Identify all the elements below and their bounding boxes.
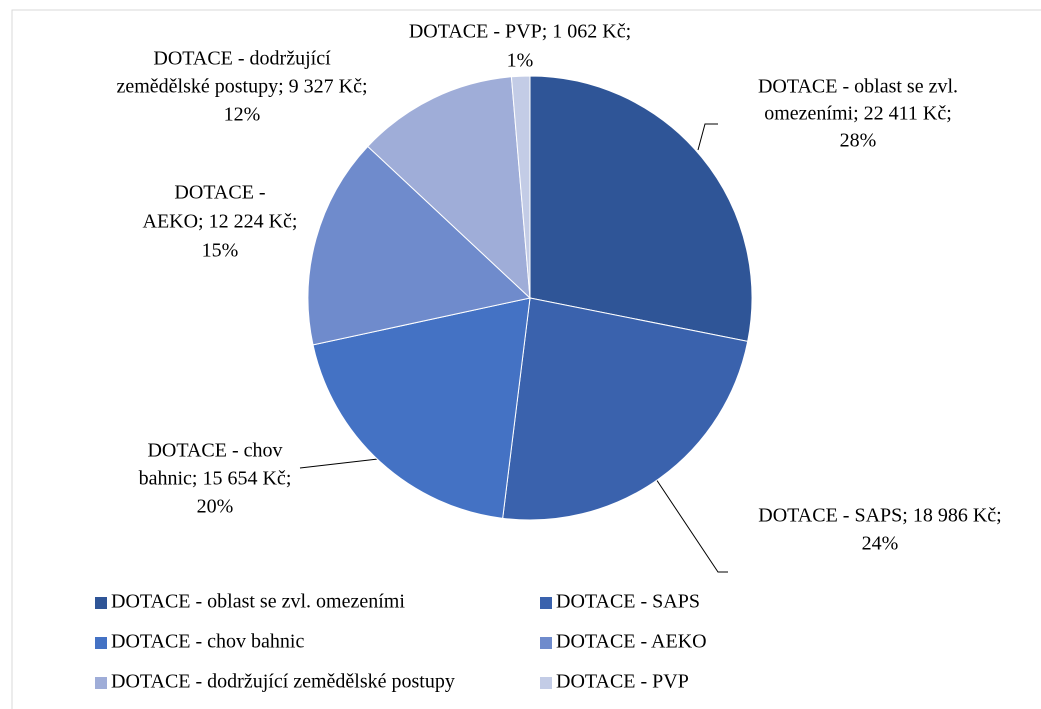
legend-swatch bbox=[95, 597, 107, 609]
legend-label: DOTACE - dodržující zemědělské postupy bbox=[111, 671, 455, 693]
data-label: 1% bbox=[507, 50, 534, 72]
chart-frame bbox=[11, 9, 1041, 709]
legend-label: DOTACE - PVP bbox=[556, 671, 689, 693]
data-label: 15% bbox=[202, 240, 239, 262]
data-label: 24% bbox=[862, 533, 899, 555]
pie-slice bbox=[529, 75, 753, 342]
data-label: DOTACE - dodržující bbox=[153, 48, 331, 70]
legend-label: DOTACE - oblast se zvl. omezeními bbox=[111, 591, 405, 613]
legend-swatch bbox=[95, 637, 107, 649]
pie-slice bbox=[367, 76, 531, 300]
data-label: zemědělské postupy; 9 327 Kč; bbox=[116, 76, 367, 98]
data-label: DOTACE - chov bbox=[147, 440, 282, 462]
leader-line bbox=[697, 123, 718, 151]
legend-label: DOTACE - AEKO bbox=[556, 631, 707, 653]
data-label: DOTACE - PVP; 1 062 Kč; bbox=[409, 21, 631, 43]
pie-slice bbox=[307, 145, 532, 346]
pie-slice bbox=[312, 297, 531, 519]
data-label: DOTACE - oblast se zvl. bbox=[758, 76, 958, 98]
pie-slice bbox=[502, 297, 749, 521]
data-label: 12% bbox=[224, 104, 261, 126]
legend-label: DOTACE - chov bahnic bbox=[111, 631, 304, 653]
legend-label: DOTACE - SAPS bbox=[556, 591, 700, 613]
leader-line bbox=[299, 458, 379, 469]
legend-swatch bbox=[540, 637, 552, 649]
data-label: 20% bbox=[197, 496, 234, 518]
data-label: omezeními; 22 411 Kč; bbox=[764, 103, 952, 125]
data-label: DOTACE - bbox=[174, 182, 265, 204]
data-label: DOTACE - SAPS; 18 986 Kč; bbox=[758, 505, 1001, 527]
leader-lines bbox=[299, 123, 728, 573]
leader-line bbox=[649, 469, 728, 573]
legend-swatch bbox=[540, 677, 552, 689]
pie-slice bbox=[510, 75, 531, 299]
data-label: bahnic; 15 654 Kč; bbox=[139, 468, 292, 490]
legend-swatch bbox=[95, 677, 107, 689]
data-label: 28% bbox=[840, 130, 877, 152]
data-label: AEKO; 12 224 Kč; bbox=[143, 211, 298, 233]
legend-swatch bbox=[540, 597, 552, 609]
